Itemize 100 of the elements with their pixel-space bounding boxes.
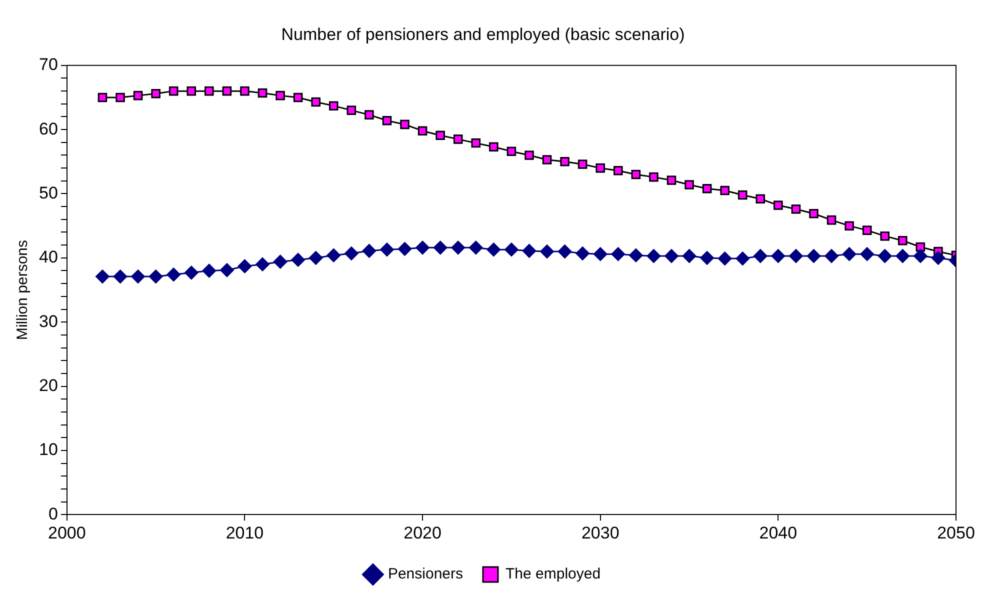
point [151, 88, 160, 98]
point [611, 247, 626, 262]
point [451, 240, 466, 255]
legend-label: Pensioners [388, 566, 463, 583]
point [806, 248, 821, 263]
point [666, 176, 676, 185]
point [718, 252, 732, 266]
point [720, 186, 730, 196]
point [791, 204, 801, 214]
point [774, 200, 783, 210]
point [186, 86, 196, 96]
point [204, 86, 214, 96]
point [436, 130, 445, 140]
point [346, 106, 356, 115]
point [258, 88, 268, 98]
point [540, 244, 554, 258]
point [131, 270, 146, 284]
point [649, 172, 658, 182]
point [824, 248, 839, 263]
point [896, 248, 910, 263]
point [826, 215, 836, 225]
point [95, 270, 110, 284]
point [736, 252, 750, 266]
point [753, 248, 768, 263]
y-tick-label: 30 [38, 312, 58, 331]
point [398, 242, 412, 256]
point [256, 257, 270, 272]
point [593, 247, 608, 262]
point [362, 244, 376, 258]
chart-title: Number of pensioners and employed (basic scenario) [281, 24, 685, 44]
x-tick-label: 2030 [581, 523, 620, 542]
point [576, 246, 590, 260]
point [329, 101, 338, 110]
point [664, 248, 678, 263]
point [468, 240, 483, 255]
point [308, 250, 323, 265]
point [453, 134, 463, 144]
point [684, 180, 694, 190]
point [809, 208, 818, 218]
point [98, 92, 108, 102]
point [578, 160, 588, 169]
point [293, 92, 303, 102]
point [844, 221, 854, 230]
point [148, 270, 163, 284]
point [222, 86, 232, 96]
point [631, 170, 641, 180]
point [382, 116, 392, 126]
point [380, 242, 394, 257]
point [133, 90, 143, 100]
point [471, 138, 481, 148]
x-tick-label: 2000 [48, 523, 86, 542]
x-tick-label: 2040 [759, 523, 798, 542]
point [898, 236, 908, 246]
point [596, 163, 606, 173]
point [238, 259, 252, 274]
point [184, 266, 198, 280]
point [560, 157, 570, 166]
point [614, 166, 623, 176]
point [682, 248, 696, 263]
point [702, 184, 712, 194]
y-tick-label: 50 [38, 183, 58, 202]
point [842, 247, 856, 262]
legend-label: The employed [505, 566, 601, 583]
point [862, 226, 872, 235]
point [913, 248, 928, 263]
point [558, 244, 572, 258]
y-tick-label: 0 [48, 504, 58, 524]
point [240, 86, 250, 96]
y-tick-label: 10 [38, 440, 58, 460]
point [931, 250, 946, 265]
point [700, 250, 714, 265]
y-axis-title: Million persons [14, 240, 32, 340]
point [416, 240, 430, 255]
point [524, 150, 534, 160]
point [788, 248, 803, 263]
point [113, 270, 128, 284]
point [880, 231, 890, 241]
point [860, 247, 874, 262]
point [116, 92, 125, 102]
point [646, 248, 661, 263]
y-tick-label: 60 [38, 119, 58, 138]
point [542, 155, 552, 164]
point [522, 244, 536, 258]
point [400, 120, 410, 130]
point [771, 248, 786, 263]
y-tick-label: 40 [38, 248, 58, 267]
point [276, 90, 285, 100]
point [364, 110, 374, 120]
point [220, 263, 234, 278]
point [273, 254, 288, 269]
point [326, 248, 341, 262]
point [506, 146, 516, 156]
point [489, 142, 498, 152]
point [202, 264, 216, 278]
point [878, 248, 892, 263]
point [166, 268, 181, 282]
point [311, 97, 320, 107]
point [756, 194, 766, 204]
point [344, 246, 358, 260]
x-tick-label: 2050 [937, 523, 975, 542]
